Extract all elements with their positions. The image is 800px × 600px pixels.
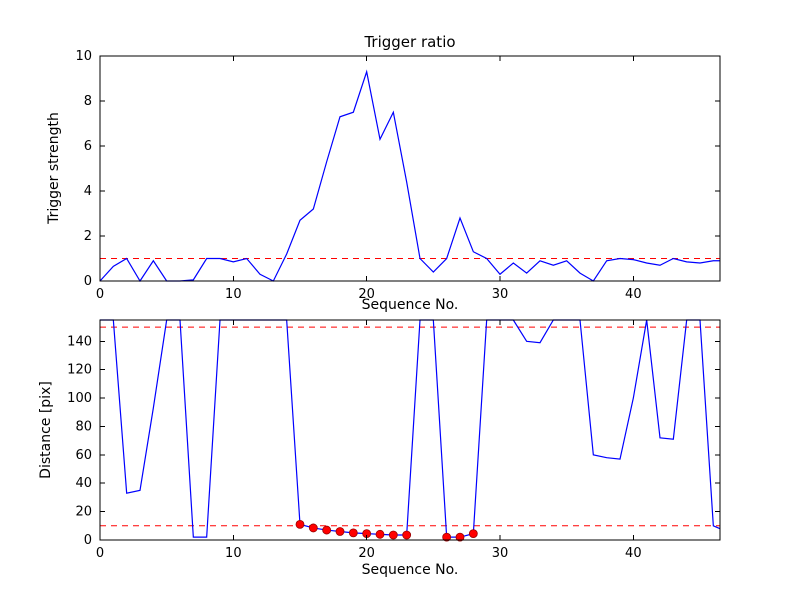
chart-title: Trigger ratio [364,33,456,51]
marker-dot [308,523,318,533]
bottom-y-axis-label: Distance [pix] [38,381,54,479]
x-tick-label: 20 [358,287,375,302]
y-tick-label: 6 [84,139,92,154]
top-y-axis-label: Trigger strength [46,112,62,224]
axes-frame [99,319,721,541]
top-plot: 0 10 20 30 40 0 2 4 6 8 10 [75,49,721,302]
y-tick-label: 140 [67,334,92,349]
x-tick-label: 0 [96,287,104,302]
marker-dot [468,529,478,539]
x-tick-label: 10 [225,546,242,561]
x-tick-label: 40 [625,287,642,302]
y-tick-label: 40 [75,476,92,491]
y-tick-label: 60 [75,448,92,463]
bottom-x-axis-label: Sequence No. [361,562,459,578]
x-tick-label: 30 [492,287,509,302]
y-tick-label: 4 [84,184,92,199]
y-tick-label: 8 [84,94,92,109]
marker-dot [295,519,305,529]
x-tick-label: 30 [492,546,509,561]
y-tick-label: 20 [75,505,92,520]
x-tick-label: 20 [358,546,375,561]
marker-dot [335,527,345,536]
marker-dot [348,528,358,538]
marker-dot [442,532,452,542]
x-tick-label: 40 [625,546,642,561]
y-tick-label: 80 [75,419,92,434]
y-tick-label: 2 [84,229,92,244]
x-tick-label: 0 [96,546,104,561]
marker-dot [388,530,398,540]
y-tick-label: 120 [67,363,92,378]
top-x-axis-label: Sequence No. [361,297,459,313]
marker-dot [455,532,465,542]
y-tick-label: 0 [84,274,92,289]
x-tick-label: 10 [225,287,242,302]
marker-dot [322,525,332,535]
axes-frame [99,55,721,282]
distance-line [100,319,721,538]
y-tick-label: 0 [84,533,92,548]
y-tick-label: 10 [75,49,92,64]
marker-dot [375,529,385,539]
bottom-plot: 0 10 20 30 40 0 20 40 60 80 100 120 140 [67,319,721,561]
trigger-strength-line [99,69,720,283]
marker-dot [402,530,412,540]
y-tick-label: 100 [67,391,92,406]
